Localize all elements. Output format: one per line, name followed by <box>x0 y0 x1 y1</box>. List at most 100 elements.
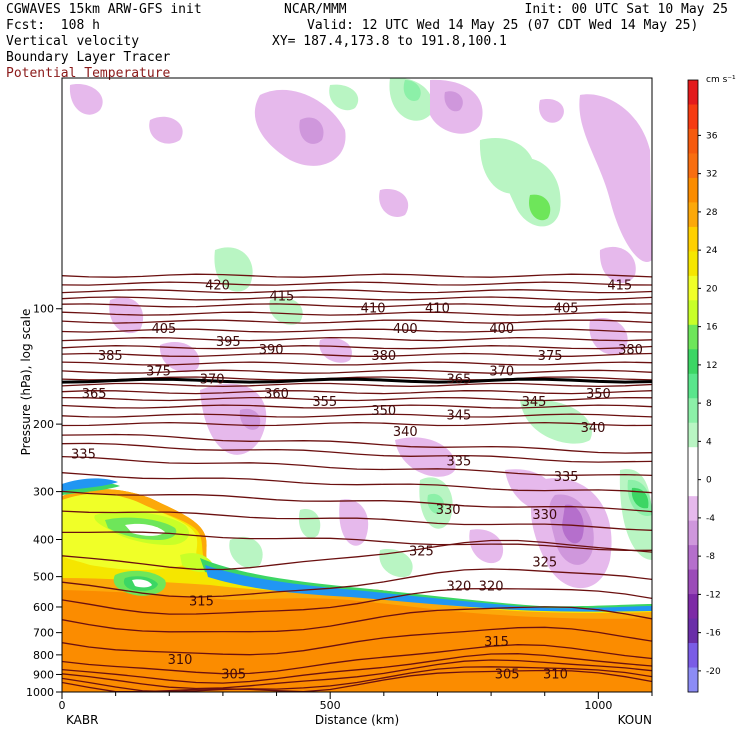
theta-contour-label: 305 <box>495 667 520 682</box>
theta-contour-label: 345 <box>446 409 471 424</box>
theta-contour-label: 400 <box>393 322 418 337</box>
y-tick-label: 100 <box>33 303 54 316</box>
y-tick-label: 1000 <box>26 686 54 699</box>
isentrope-line <box>62 390 652 395</box>
theta-contour-label: 320 <box>479 579 504 594</box>
theta-contour-label: 305 <box>221 667 246 682</box>
colorbar-tick-label: -16 <box>706 629 721 639</box>
theta-contour-label: 340 <box>581 421 606 436</box>
isentrope-line <box>62 328 652 333</box>
theta-contour-label: 375 <box>146 365 171 380</box>
isentrope-line <box>62 273 652 278</box>
colorbar-unit: cm s⁻¹ <box>706 75 736 85</box>
isentrope-line <box>62 345 652 350</box>
theta-contour-label: 380 <box>371 349 396 364</box>
isentrope-line <box>62 442 652 463</box>
theta-contour-labels: 420 415 415 410 410 405 405 400 400 395 390 385 380 3… <box>71 279 643 683</box>
vertical-velocity-shading <box>69 78 652 589</box>
theta-contour-label: 310 <box>168 653 193 668</box>
y-tick-label: 200 <box>33 418 54 431</box>
isentrope-line <box>62 587 652 615</box>
theta-contour-label: 410 <box>361 302 386 317</box>
y-axis: 100 200 300 400 500 600 700 800 900 1000 <box>26 303 62 699</box>
colorbar-swatch <box>688 496 698 522</box>
model-title: CGWAVES 15km ARW-GFS init <box>6 2 202 17</box>
isentrope-line <box>62 659 652 690</box>
x-endpoint-left: KABR <box>66 713 98 727</box>
theta-contour-label: 365 <box>446 373 471 388</box>
colorbar-swatch <box>688 594 698 620</box>
theta-contour-label: 350 <box>371 404 396 419</box>
isentrope-line <box>62 376 652 381</box>
y-tick-label: 500 <box>33 571 54 584</box>
colorbar-tick-label: -20 <box>706 667 721 677</box>
theta-contour-label: 405 <box>151 322 176 337</box>
colorbar-swatch <box>688 226 698 252</box>
x-tick-label: 500 <box>320 699 341 712</box>
colorbar-tick-label: 32 <box>706 170 717 180</box>
organization-label: NCAR/MMM <box>284 2 347 17</box>
isentrope-line <box>62 653 652 684</box>
theta-contour-label: 325 <box>532 556 557 571</box>
isentrope-line <box>62 455 652 477</box>
y-tick-label: 900 <box>33 668 54 681</box>
colorbar-tick-label: -12 <box>706 590 721 600</box>
colorbar-swatch <box>688 398 698 424</box>
colorbar-swatch <box>688 373 698 399</box>
field-label-boundary-layer-tracer: Boundary Layer Tracer <box>6 50 171 65</box>
colorbar-swatch <box>688 422 698 448</box>
colorbar-swatch <box>688 128 698 154</box>
isentrope-line <box>62 421 652 427</box>
colorbar-swatch <box>688 471 698 497</box>
colorbar-swatch <box>688 643 698 669</box>
colorbar-tick-label: -8 <box>706 552 715 562</box>
theta-contour-label: 315 <box>484 635 509 650</box>
isentrope-line <box>62 568 652 598</box>
x-tick-label: 0 <box>59 699 66 712</box>
colorbar: 36 32 28 24 20 16 12 8 4 0 -4 -8 -12 -16 -20 <box>687 79 721 693</box>
isentrope-line <box>62 377 652 384</box>
isentrope-line <box>62 404 652 409</box>
isentrope-line <box>62 296 652 301</box>
colorbar-tick-label: 36 <box>706 131 718 141</box>
theta-contour-label: 345 <box>522 395 547 410</box>
x-axis-label: Distance (km) <box>315 713 399 727</box>
isentrope-line <box>62 531 652 552</box>
theta-contour-label: 315 <box>189 594 214 609</box>
init-time: Init: 00 UTC Sat 10 May 25 <box>524 2 729 17</box>
theta-contour-label: 360 <box>264 387 289 402</box>
colorbar-swatch <box>688 324 698 350</box>
isentrope-line <box>62 396 652 402</box>
theta-contour-label: 325 <box>409 545 434 560</box>
theta-contour-label: 380 <box>618 343 643 358</box>
isentrope-line <box>62 319 652 324</box>
colorbar-tick-label: 4 <box>706 437 712 447</box>
colorbar-tick-label: 20 <box>706 284 718 294</box>
isentrope-line <box>62 336 652 342</box>
theta-contour-label: 340 <box>393 425 418 440</box>
shaded-fields: 420 415 415 410 410 405 405 400 400 395 390 385 380 3… <box>62 78 652 692</box>
colorbar-tick-label: -4 <box>706 514 715 524</box>
y-tick-label: 600 <box>33 601 54 614</box>
colorbar-swatch <box>688 349 698 375</box>
isentrope-line <box>62 510 652 531</box>
y-tick-label: 800 <box>33 649 54 662</box>
colorbar-tick-label: 8 <box>706 399 712 409</box>
isentrope-line <box>62 669 652 692</box>
field-label-potential-temperature: Potential Temperature <box>6 66 171 81</box>
isentrope-line <box>62 289 652 294</box>
theta-contour-label: 335 <box>446 454 471 469</box>
forecast-hour: Fcst: 108 h <box>6 18 100 33</box>
plot-frame <box>61 77 653 693</box>
colorbar-swatch <box>688 153 698 179</box>
theta-contour-label: 355 <box>312 395 337 410</box>
colorbar-swatch <box>688 545 698 571</box>
isentrope-line <box>62 311 652 316</box>
colorbar-swatch <box>688 520 698 546</box>
y-tick-label: 700 <box>33 627 54 640</box>
theta-contour-label: 365 <box>82 387 107 402</box>
colorbar-tick-label: 24 <box>706 246 718 256</box>
theta-contour-label: 335 <box>554 470 579 485</box>
isentrope-line <box>62 539 652 571</box>
colorbar-tick-label: 16 <box>706 323 718 333</box>
